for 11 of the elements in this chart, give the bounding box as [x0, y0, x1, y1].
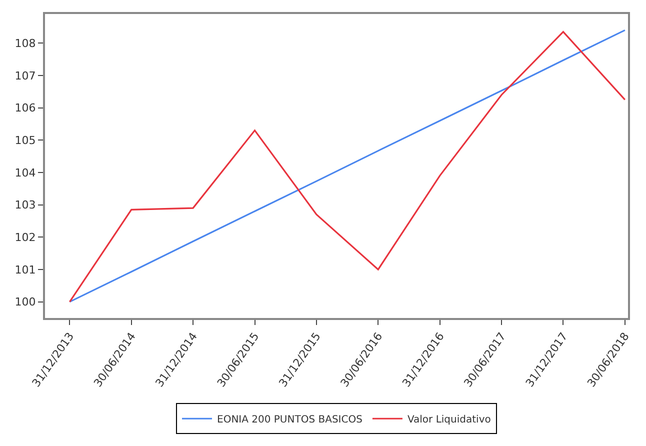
legend-label: Valor Liquidativo: [407, 414, 491, 426]
y-tick-label: 100: [14, 296, 36, 309]
y-tick-label: 102: [14, 231, 36, 244]
y-tick-label: 108: [14, 36, 36, 50]
y-tick-label: 101: [14, 263, 36, 276]
y-tick-label: 106: [14, 102, 36, 115]
y-tick-label: 104: [14, 166, 36, 180]
y-tick-label: 107: [14, 69, 36, 82]
y-tick-label: 103: [14, 198, 36, 212]
y-tick-label: 105: [14, 134, 36, 147]
legend-label: EONIA 200 PUNTOS BASICOS: [217, 414, 362, 426]
